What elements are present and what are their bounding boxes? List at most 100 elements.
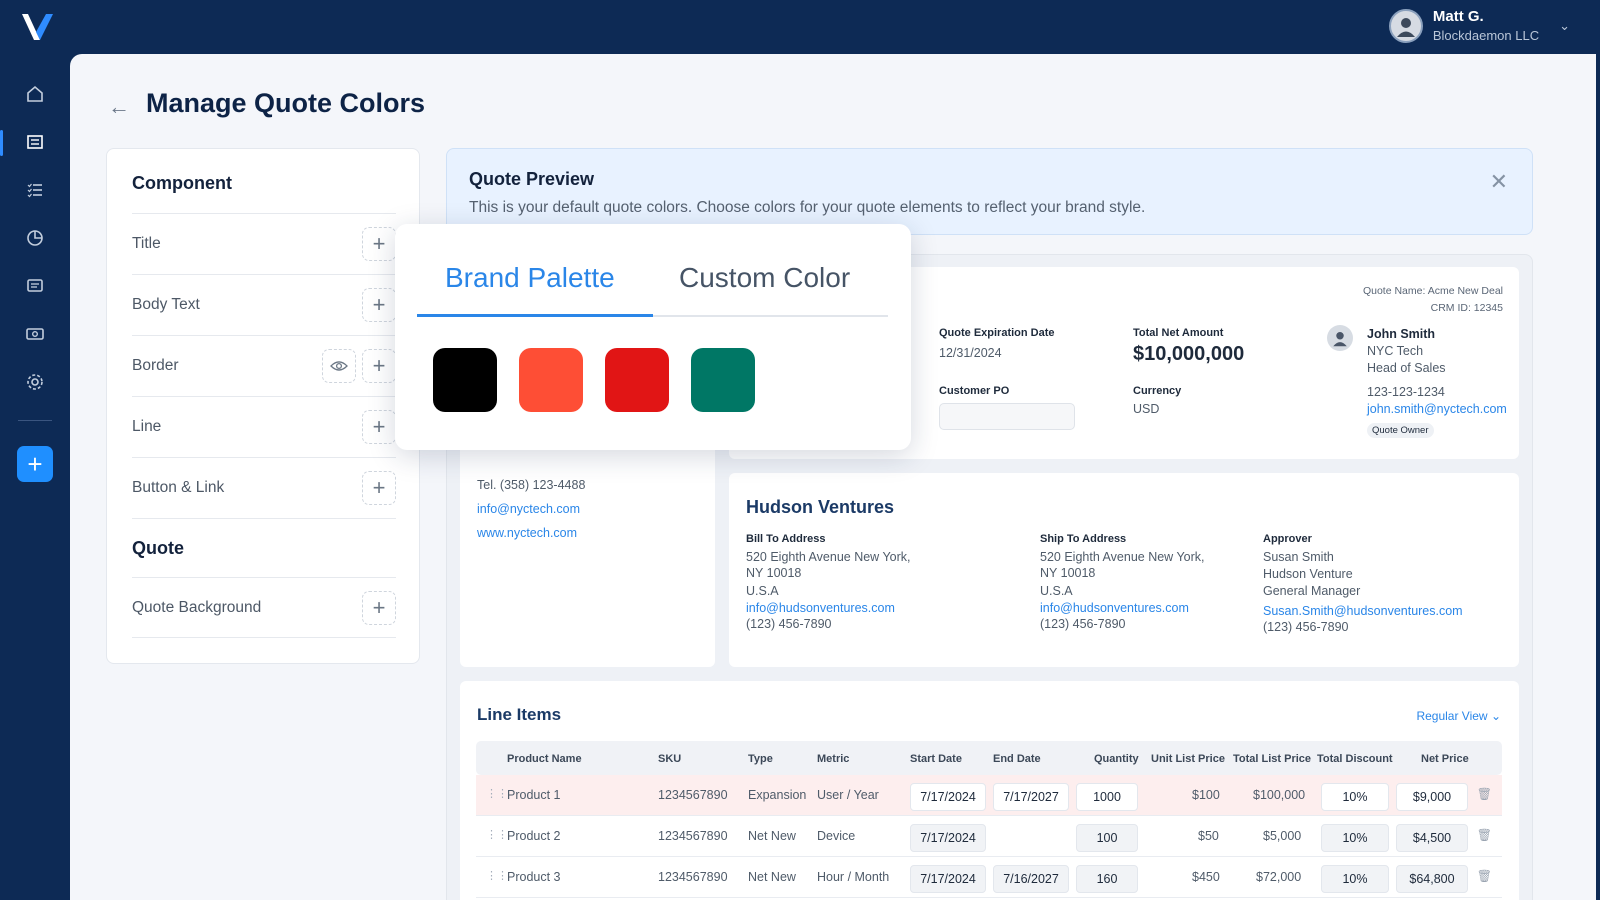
- column-header: Type: [748, 753, 773, 765]
- component-row-button-link[interactable]: Button & Link +: [132, 457, 396, 517]
- checklist-icon[interactable]: [20, 175, 50, 205]
- unit-price: $50: [1198, 829, 1219, 843]
- plus-icon[interactable]: +: [362, 590, 396, 625]
- ship-email[interactable]: info@hudsonventures.com: [1040, 601, 1189, 615]
- sku: 1234567890: [658, 870, 728, 884]
- banner-description: This is your default quote colors. Choos…: [469, 199, 1146, 216]
- quote-owner-badge: Quote Owner: [1367, 423, 1434, 438]
- plus-icon[interactable]: +: [362, 470, 396, 505]
- seller-website[interactable]: www.nyctech.com: [477, 526, 578, 540]
- customer-po-input[interactable]: [939, 403, 1075, 430]
- product-name: Product 3: [507, 870, 561, 884]
- start-date-input[interactable]: 7/17/2024: [910, 824, 986, 852]
- start-date-input[interactable]: 7/17/2024: [910, 865, 986, 893]
- plus-icon[interactable]: +: [362, 287, 396, 322]
- owner-name: John Smith: [1367, 327, 1436, 341]
- divider: [132, 637, 396, 638]
- table-header: Product Name SKU Type Metric Start Date …: [476, 741, 1502, 775]
- approver-role: General Manager: [1263, 584, 1361, 598]
- color-swatch[interactable]: [605, 348, 669, 412]
- tab-brand-palette[interactable]: Brand Palette: [445, 262, 615, 293]
- approver-company: Hudson Venture: [1263, 567, 1353, 581]
- ship-to-label: Ship To Address: [1040, 533, 1127, 545]
- color-swatch[interactable]: [691, 348, 755, 412]
- user-org: Blockdaemon LLC: [1432, 28, 1540, 43]
- drag-handle-icon[interactable]: ⋮⋮: [486, 870, 508, 882]
- quote-heading: Quote: [132, 538, 184, 558]
- owner-role: Head of Sales: [1367, 361, 1446, 375]
- ship-line1: 520 Eighth Avenue New York,: [1040, 550, 1205, 564]
- main-content: ← Manage Quote Colors Component Title + …: [70, 54, 1596, 900]
- component-heading: Component: [132, 173, 232, 193]
- table-row[interactable]: ⋮⋮ Product 2 1234567890 Net New Device 7…: [476, 816, 1502, 857]
- start-date-input[interactable]: 7/17/2024: [910, 783, 986, 811]
- end-date-input[interactable]: 7/17/2027: [993, 783, 1069, 811]
- discount-input[interactable]: 10%: [1321, 783, 1389, 811]
- color-swatch[interactable]: [519, 348, 583, 412]
- total-net-value: $10,000,000: [1133, 343, 1245, 365]
- approver-email[interactable]: Susan.Smith@hudsonventures.com: [1263, 604, 1463, 618]
- plus-icon[interactable]: +: [362, 226, 396, 261]
- trash-icon[interactable]: 🗑: [1476, 869, 1492, 883]
- quotes-icon[interactable]: [20, 127, 50, 157]
- currency-label: Currency: [1133, 385, 1182, 397]
- gear-icon[interactable]: [20, 367, 50, 397]
- drag-handle-icon[interactable]: ⋮⋮: [486, 829, 508, 841]
- column-header: Start Date: [910, 753, 962, 765]
- discount-input[interactable]: 10%: [1321, 824, 1389, 852]
- component-row-title[interactable]: Title +: [132, 213, 396, 273]
- component-label: Body Text: [132, 295, 200, 313]
- type: Expansion: [748, 788, 807, 802]
- customer-po-label: Customer PO: [939, 385, 1010, 397]
- add-button[interactable]: +: [17, 446, 53, 482]
- quantity-input[interactable]: 100: [1076, 824, 1138, 852]
- close-icon[interactable]: ✕: [1489, 169, 1508, 194]
- drag-handle-icon[interactable]: ⋮⋮: [486, 788, 508, 800]
- crm-id: CRM ID: 12345: [1430, 302, 1503, 314]
- net-price-input[interactable]: $9,000: [1396, 783, 1468, 811]
- expiration-label: Quote Expiration Date: [939, 327, 1055, 339]
- trash-icon[interactable]: 🗑: [1476, 787, 1492, 801]
- table-row[interactable]: ⋮⋮ Product 1 1234567890 Expansion User /…: [476, 775, 1502, 816]
- plus-icon[interactable]: +: [362, 409, 396, 444]
- color-swatch[interactable]: [433, 348, 497, 412]
- discount-input[interactable]: 10%: [1321, 865, 1389, 893]
- quantity-input[interactable]: 160: [1076, 865, 1138, 893]
- back-arrow-icon[interactable]: ←: [108, 94, 130, 119]
- tab-custom-color[interactable]: Custom Color: [679, 262, 851, 293]
- message-icon[interactable]: [20, 271, 50, 301]
- eye-icon[interactable]: [322, 348, 356, 383]
- net-price-input[interactable]: $64,800: [1396, 865, 1468, 893]
- product-name: Product 1: [507, 788, 561, 802]
- home-icon[interactable]: [20, 79, 50, 109]
- plus-icon[interactable]: +: [362, 348, 396, 383]
- component-row-line[interactable]: Line +: [132, 396, 396, 456]
- unit-price: $450: [1192, 870, 1220, 884]
- product-name: Product 2: [507, 829, 561, 843]
- trash-icon[interactable]: 🗑: [1476, 828, 1492, 842]
- pie-chart-icon[interactable]: [20, 223, 50, 253]
- bill-email[interactable]: info@hudsonventures.com: [746, 601, 895, 615]
- approver-label: Approver: [1263, 533, 1312, 545]
- component-row-border[interactable]: Border +: [132, 335, 396, 395]
- end-date-input[interactable]: 7/16/2027: [993, 865, 1069, 893]
- quote-row-background[interactable]: Quote Background +: [132, 577, 396, 637]
- seller-email[interactable]: info@nyctech.com: [477, 502, 581, 516]
- chevron-down-icon[interactable]: ⌄: [1559, 17, 1570, 33]
- quantity-input[interactable]: 1000: [1076, 783, 1138, 811]
- app-logo[interactable]: [20, 10, 56, 44]
- owner-phone: 123-123-1234: [1367, 385, 1445, 399]
- column-header: Metric: [817, 753, 850, 765]
- regular-view-dropdown[interactable]: Regular View ⌄: [1416, 709, 1501, 723]
- table-row[interactable]: ⋮⋮ Product 3 1234567890 Net New Hour / M…: [476, 857, 1502, 898]
- user-name: Matt G.: [1432, 8, 1484, 25]
- net-price-input[interactable]: $4,500: [1396, 824, 1468, 852]
- owner-email[interactable]: john.smith@nyctech.com: [1367, 402, 1507, 416]
- banner-title: Quote Preview: [469, 169, 595, 189]
- component-row-body-text[interactable]: Body Text +: [132, 274, 396, 334]
- component-label: Title: [132, 234, 161, 252]
- ship-line2: NY 10018: [1040, 566, 1096, 580]
- user-menu[interactable]: Matt G. Blockdaemon LLC ⌄: [1388, 8, 1570, 43]
- money-icon[interactable]: [20, 319, 50, 349]
- bill-to-label: Bill To Address: [746, 533, 826, 545]
